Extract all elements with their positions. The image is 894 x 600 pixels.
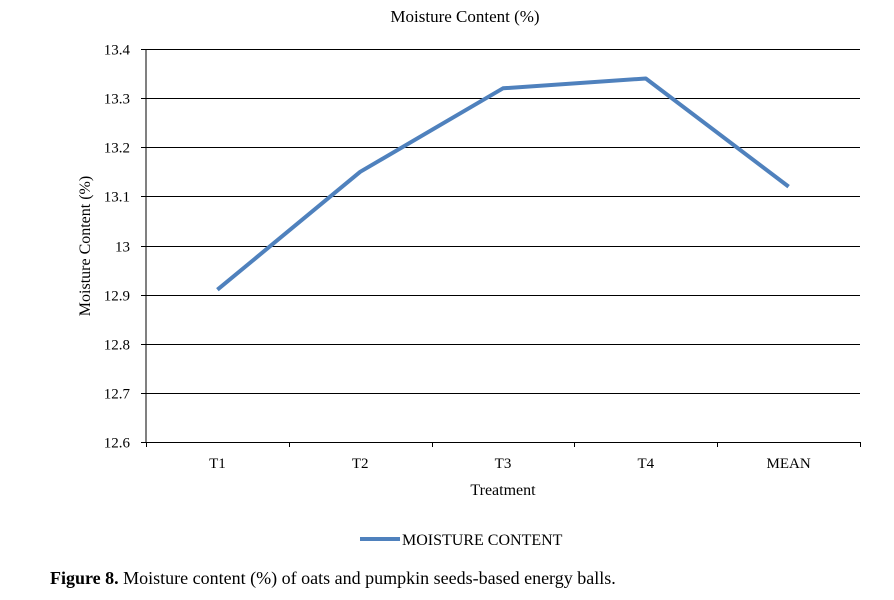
figure-caption: Figure 8. Moisture content (%) of oats a… xyxy=(50,568,616,589)
y-tick-label: 12.6 xyxy=(104,436,131,452)
y-tick-label: 12.9 xyxy=(104,289,130,305)
chart-title: Moisture Content (%) xyxy=(390,7,539,26)
y-tick-label: 13.4 xyxy=(104,43,131,59)
caption-label: Figure 8. xyxy=(50,568,119,588)
x-axis-label: Treatment xyxy=(470,482,536,499)
y-tick-label: 13.2 xyxy=(104,141,130,157)
chart: Moisture Content (%) 12.612.712.812.9131… xyxy=(77,7,861,549)
y-tick-label: 13.3 xyxy=(104,92,130,108)
x-tick-label: T4 xyxy=(637,456,654,472)
x-tick-label: T1 xyxy=(209,456,226,472)
legend: MOISTURE CONTENT xyxy=(360,532,563,549)
y-tick-labels: 12.6 12.7 12.8 12.9 13 13.1 13.2 13.3 13.4 xyxy=(104,43,131,452)
series xyxy=(216,76,790,292)
y-tick-label: 12.7 xyxy=(104,387,131,403)
x-tick-label: T3 xyxy=(495,456,512,472)
y-tick-label: 13.1 xyxy=(104,190,130,206)
x-tick-label: T2 xyxy=(352,456,369,472)
legend-label: MOISTURE CONTENT xyxy=(402,532,563,549)
y-tick-label: 13 xyxy=(115,240,130,256)
gridlines xyxy=(141,49,860,443)
y-axis-label: Moisture Content (%) xyxy=(77,176,94,316)
x-tick-label: MEAN xyxy=(767,456,811,472)
caption-text: Moisture content (%) of oats and pumpkin… xyxy=(118,568,616,588)
series-line xyxy=(216,76,790,292)
y-tick-label: 12.8 xyxy=(104,338,130,354)
x-tick-labels: T1 T2 T3 T4 MEAN xyxy=(146,442,861,472)
